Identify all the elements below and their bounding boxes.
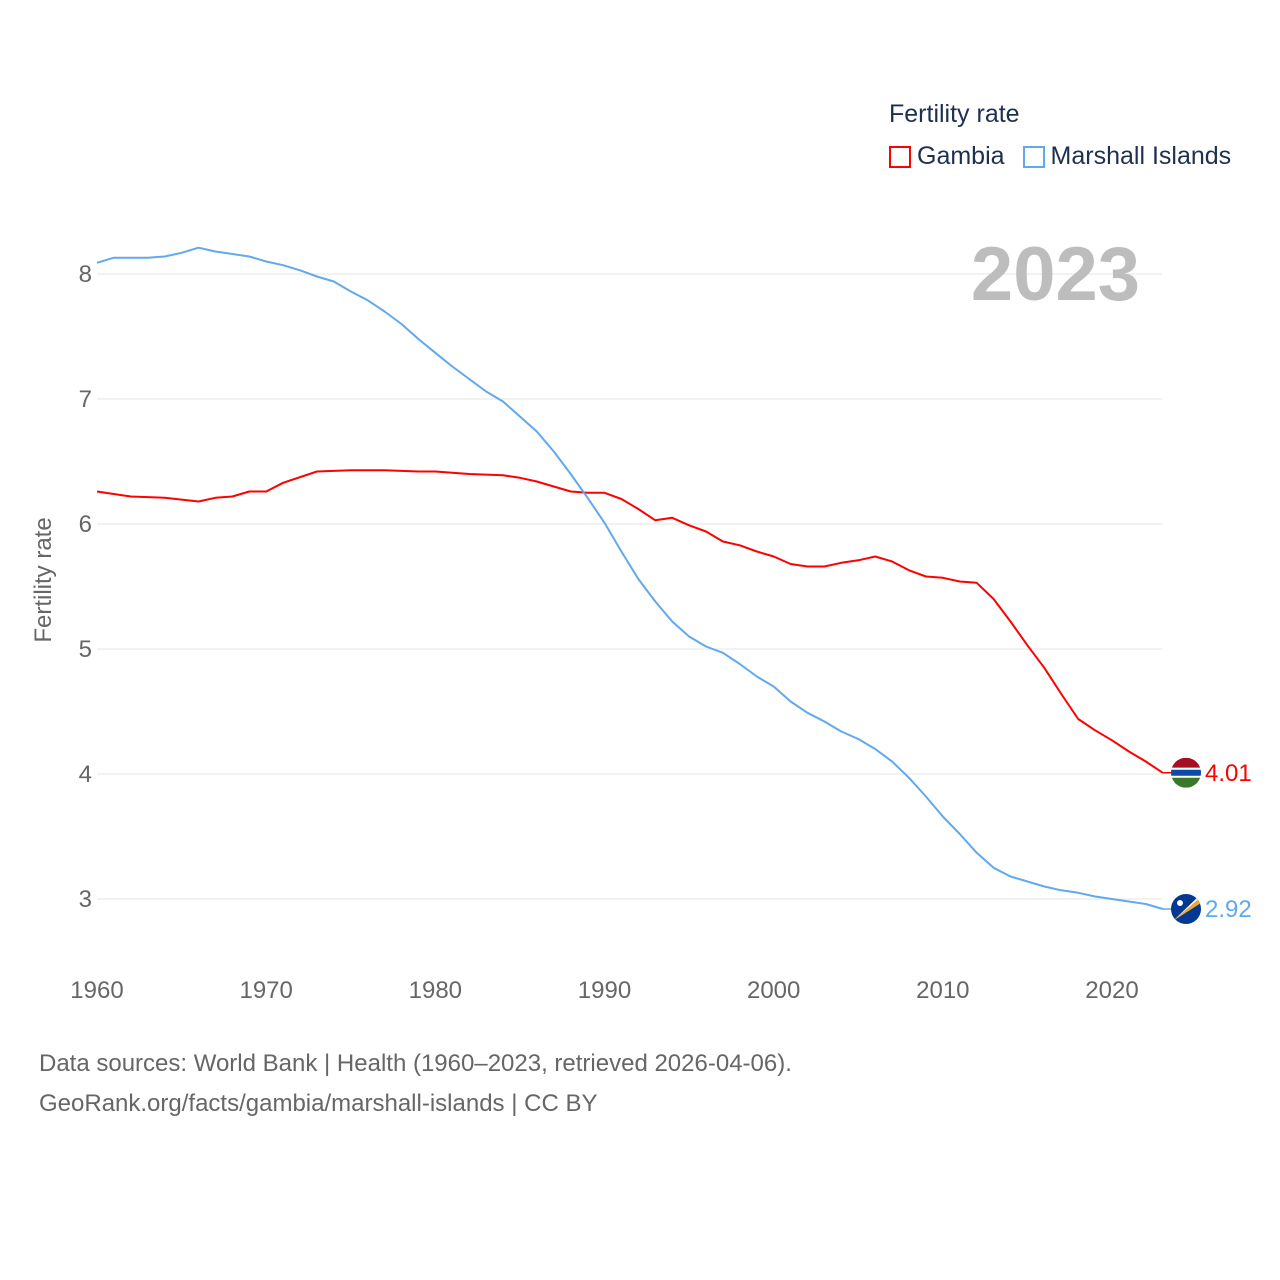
end-value-label: 4.01 [1205,760,1252,787]
gambia-flag-icon [1171,757,1201,788]
series-line-marshall-islands [96,246,1164,910]
marshall-islands-flag-icon [1171,894,1201,924]
y-tick-label: 8 [79,261,92,288]
x-tick-label: 1990 [578,977,631,1004]
footer: Data sources: World Bank | Health (1960–… [39,1044,792,1124]
x-tick-label: 1980 [409,977,462,1004]
legend-title: Fertility rate [889,100,1020,128]
x-tick-label: 2010 [916,977,969,1004]
x-tick-label: 1970 [239,977,292,1004]
legend-swatch [889,145,911,168]
x-tick-label: 2020 [1085,977,1138,1004]
legend-swatch [1022,145,1045,168]
y-tick-label: 3 [79,886,92,913]
y-tick-label: 5 [79,636,92,663]
series-line-gambia [96,469,1164,774]
year-watermark: 2023 [971,232,1140,317]
y-tick-label: 7 [79,386,92,413]
legend-item-gambia[interactable]: Gambia [889,142,1005,171]
legend-label: Gambia [917,142,1005,170]
legend-label: Marshall Islands [1050,142,1232,170]
y-tick-label: 6 [79,511,92,538]
attribution-link[interactable]: GeoRank.org/facts/gambia/marshall-island… [39,1090,598,1117]
legend-item-marshall-islands[interactable]: Marshall Islands [1022,142,1232,171]
x-tick-label: 1960 [70,977,123,1004]
x-tick-label: 2000 [747,977,800,1004]
data-sources: Data sources: World Bank | Health (1960–… [39,1050,792,1077]
y-axis-label: Fertility rate [30,517,57,642]
end-value-label: 2.92 [1205,896,1252,923]
legend: Gambia Marshall Islands [889,142,1231,171]
y-tick-label: 4 [79,761,92,788]
